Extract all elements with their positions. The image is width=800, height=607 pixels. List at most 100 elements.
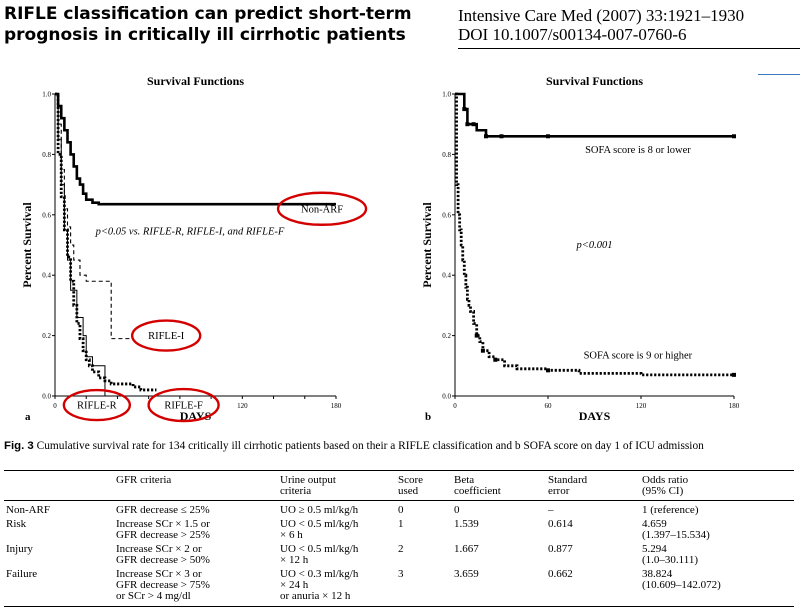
cell-text: GFR decrease > 50%	[116, 554, 210, 566]
table-row: Injury Increase SCr × 2 or GFR decrease > …	[4, 543, 794, 568]
cell-text: 0.614	[548, 518, 573, 530]
cell-text: Increase SCr × 2 or	[116, 543, 202, 555]
cell-beta: 1.539	[452, 518, 546, 543]
significance-annotation: p<0.001	[576, 240, 613, 251]
series-label: SOFA score is 9 or higher	[584, 350, 693, 361]
survival-curve	[55, 92, 336, 206]
cell-text: or SCr > 4 mg/dl	[116, 590, 191, 602]
cell-text: criteria	[280, 485, 312, 497]
cell-text: × 24 h	[280, 579, 309, 591]
cell-text: 2	[398, 543, 404, 555]
cell-urine-output: UO < 0.5 ml/kg/h × 6 h	[278, 518, 396, 543]
cell-odds-ratio: 38.824 (10.609–142.072)	[640, 568, 794, 607]
rifle-table: GFR criteria Urine output criteria Score use…	[4, 470, 794, 607]
cell-text: error	[548, 485, 570, 497]
x-tick-label: 0	[453, 402, 457, 410]
citation-divider	[458, 48, 800, 49]
citation: Intensive Care Med (2007) 33:1921–1930 D…	[458, 6, 798, 44]
highlight-ellipse	[147, 387, 220, 423]
cell-text: Injury	[6, 543, 33, 555]
censor-marker	[499, 134, 504, 139]
cell-gfr-criteria: GFR decrease ≤ 25%	[114, 501, 278, 519]
cell-score: 3	[396, 568, 452, 607]
series-label: SOFA score is 8 or lower	[585, 145, 691, 156]
censor-marker	[732, 134, 736, 139]
cell-gfr-criteria: Increase SCr × 3 or GFR decrease > 75% or …	[114, 568, 278, 607]
series-label: RIFLE-R	[77, 401, 117, 412]
cell-urine-output: Urine output criteria	[278, 470, 396, 501]
y-tick-label: 0.4	[442, 272, 451, 280]
censor-marker	[471, 122, 476, 127]
cell-text: Urine output	[280, 474, 336, 486]
cell-text: (1.0–30.111)	[642, 554, 699, 566]
panel-label: a	[25, 411, 31, 423]
cell-score: Score used	[396, 470, 452, 501]
cell-text: Beta	[454, 474, 475, 486]
table-row: Failure Increase SCr × 3 or GFR decrease >…	[4, 568, 794, 607]
figure-label: Fig. 3	[4, 440, 34, 452]
cell-text: coefficient	[454, 485, 501, 497]
cell-text: (1.397–15.534)	[642, 529, 710, 541]
series-label: RIFLE-I	[148, 331, 185, 342]
cell-text: 3	[398, 568, 404, 580]
y-axis-label: Percent Survival	[20, 202, 34, 288]
cell-text: –	[548, 504, 554, 516]
x-tick-label: 180	[729, 402, 740, 410]
cell-text: 0	[398, 504, 404, 516]
survival-curve	[455, 92, 734, 138]
censor-marker	[546, 134, 550, 139]
y-tick-label: 0.2	[42, 332, 51, 340]
cell-text: 0.877	[548, 543, 573, 555]
cell-odds-ratio: Odds ratio (95% CI)	[640, 470, 794, 501]
cell-text: or anuria × 12 h	[280, 590, 351, 602]
y-tick-label: 0.2	[442, 332, 451, 340]
cell-score: 0	[396, 501, 452, 519]
highlight-ellipse	[276, 191, 368, 226]
cell-text: Increase SCr × 3 or	[116, 568, 202, 580]
cell-gfr-criteria: GFR criteria	[114, 470, 278, 501]
y-tick-label: 0.8	[42, 151, 51, 159]
cell-row-label: Risk	[4, 518, 114, 543]
highlight-ellipse	[62, 388, 132, 422]
cell-text: 0.662	[548, 568, 573, 580]
cell-gfr-criteria: Increase SCr × 1.5 or GFR decrease > 25%	[114, 518, 278, 543]
x-tick-label: 0	[53, 402, 57, 410]
cell-row-label: Failure	[4, 568, 114, 607]
cell-text: 0	[454, 504, 460, 516]
x-axis-label: DAYS	[180, 409, 212, 423]
cell-text: GFR decrease > 25%	[116, 529, 210, 541]
censor-marker	[474, 333, 479, 338]
cell-text: × 6 h	[280, 529, 303, 541]
x-tick-label: 120	[237, 402, 248, 410]
significance-annotation: p<0.05 vs. RIFLE-R, RIFLE-I, and RIFLE-F	[95, 226, 285, 237]
x-tick-label: 60	[545, 402, 553, 410]
cell-text: (95% CI)	[642, 485, 684, 497]
survival-chart-rifle: Survival Functions 0.0 0.2 0.4 0.6 0.8 1.0 0 120…	[20, 74, 368, 423]
cell-row-label: Non-ARF	[4, 501, 114, 519]
citation-journal: Intensive Care Med (2007) 33:1921–1930	[458, 6, 745, 25]
cell-std-error: –	[546, 501, 640, 519]
cell-text: 4.659	[642, 518, 667, 530]
cell-beta: 0	[452, 501, 546, 519]
table-header-row: GFR criteria Urine output criteria Score use…	[4, 470, 794, 501]
table-row: Risk Increase SCr × 1.5 or GFR decrease > …	[4, 518, 794, 543]
cell-beta: 1.667	[452, 543, 546, 568]
cell-std-error: 0.877	[546, 543, 640, 568]
censor-marker	[465, 122, 470, 127]
cell-text: UO < 0.3 ml/kg/h	[280, 568, 359, 580]
survival-curve	[55, 92, 157, 392]
y-tick-label: 0.8	[442, 151, 451, 159]
cell-score: 1	[396, 518, 452, 543]
cell-score: 2	[396, 543, 452, 568]
accent-divider	[758, 74, 800, 75]
censor-marker	[732, 372, 736, 377]
cell-text: GFR decrease > 75%	[116, 579, 210, 591]
y-tick-label: 1.0	[42, 91, 51, 99]
article-title: RIFLE classification can predict short-t…	[4, 4, 412, 45]
cell-text: 1.667	[454, 543, 479, 555]
figure-caption: Fig. 3 Cumulative survival rate for 134 …	[4, 440, 796, 453]
cell-row-label: Injury	[4, 543, 114, 568]
cell-std-error: 0.614	[546, 518, 640, 543]
series-label: Non-ARF	[301, 204, 343, 215]
y-tick-label: 1.0	[442, 91, 451, 99]
